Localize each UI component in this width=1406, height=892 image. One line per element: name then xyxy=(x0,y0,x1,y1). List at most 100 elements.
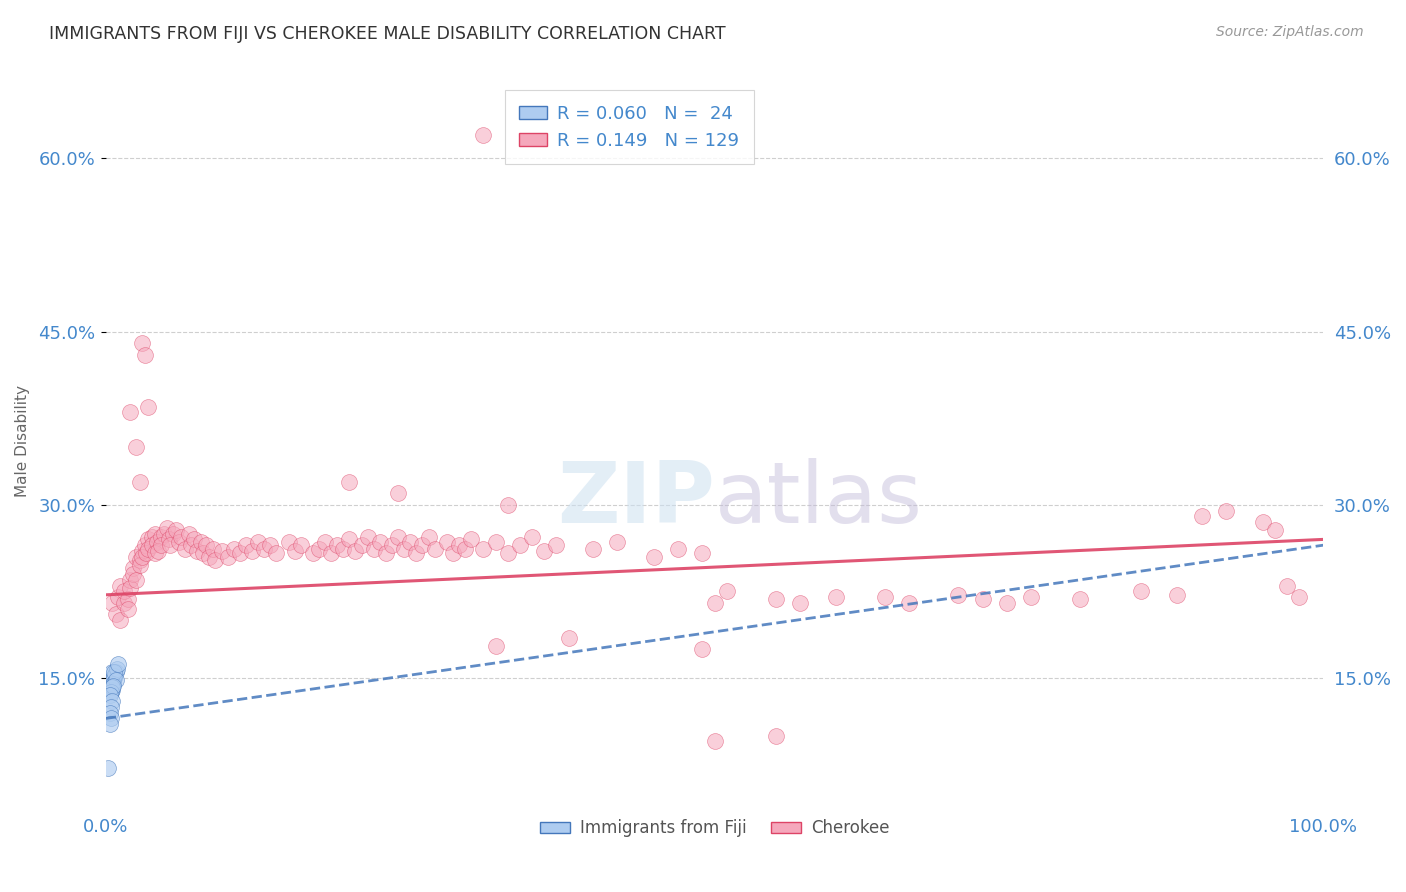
Point xyxy=(149,538,172,552)
Point xyxy=(332,541,354,556)
Point xyxy=(1166,588,1188,602)
Point xyxy=(472,541,495,556)
Point xyxy=(98,688,121,702)
Point xyxy=(104,665,127,680)
Point xyxy=(266,546,288,560)
Point xyxy=(138,400,160,414)
Point xyxy=(159,538,181,552)
Point xyxy=(222,541,245,556)
Point xyxy=(100,679,122,693)
Point xyxy=(193,546,215,560)
Point xyxy=(1191,509,1213,524)
Point xyxy=(235,538,257,552)
Point xyxy=(825,590,848,604)
Point xyxy=(183,533,205,547)
Point xyxy=(344,544,367,558)
Point xyxy=(1288,590,1310,604)
Point xyxy=(356,530,378,544)
Point xyxy=(496,546,519,560)
Point xyxy=(392,541,415,556)
Point xyxy=(101,680,124,694)
Point xyxy=(253,541,276,556)
Point xyxy=(202,541,225,556)
Point xyxy=(101,677,124,691)
Point xyxy=(460,533,482,547)
Point xyxy=(134,538,156,552)
Point xyxy=(284,544,307,558)
Point xyxy=(374,546,396,560)
Point xyxy=(972,592,994,607)
Text: ZIP: ZIP xyxy=(557,458,714,541)
Text: IMMIGRANTS FROM FIJI VS CHEROKEE MALE DISABILITY CORRELATION CHART: IMMIGRANTS FROM FIJI VS CHEROKEE MALE DI… xyxy=(49,25,725,43)
Point xyxy=(141,538,163,552)
Point xyxy=(170,530,193,544)
Point xyxy=(496,498,519,512)
Point xyxy=(247,534,270,549)
Point xyxy=(98,706,121,720)
Point xyxy=(100,699,122,714)
Point xyxy=(131,336,153,351)
Point xyxy=(174,541,197,556)
Point xyxy=(138,533,160,547)
Point xyxy=(484,639,506,653)
Point xyxy=(703,596,725,610)
Point xyxy=(166,523,188,537)
Point xyxy=(120,573,142,587)
Point xyxy=(484,534,506,549)
Point xyxy=(326,538,349,552)
Point xyxy=(259,538,281,552)
Point xyxy=(120,581,142,595)
Point xyxy=(146,534,169,549)
Point xyxy=(100,711,122,725)
Point xyxy=(153,526,176,541)
Point xyxy=(1264,523,1286,537)
Point xyxy=(143,546,166,560)
Point xyxy=(117,601,139,615)
Point xyxy=(321,546,343,560)
Point xyxy=(302,546,325,560)
Point xyxy=(131,544,153,558)
Point xyxy=(141,530,163,544)
Point xyxy=(308,541,330,556)
Point xyxy=(190,534,212,549)
Point xyxy=(692,546,714,560)
Point xyxy=(405,546,427,560)
Point xyxy=(211,544,233,558)
Point xyxy=(350,538,373,552)
Point xyxy=(1275,578,1298,592)
Point xyxy=(149,530,172,544)
Point xyxy=(103,665,125,680)
Point xyxy=(1251,515,1274,529)
Point xyxy=(472,128,495,143)
Point xyxy=(441,546,464,560)
Point xyxy=(162,526,184,541)
Point xyxy=(229,546,252,560)
Point xyxy=(411,538,433,552)
Point xyxy=(606,534,628,549)
Text: atlas: atlas xyxy=(714,458,922,541)
Point xyxy=(112,596,135,610)
Point xyxy=(1019,590,1042,604)
Point xyxy=(194,538,217,552)
Point xyxy=(447,538,470,552)
Point xyxy=(1129,584,1152,599)
Point xyxy=(101,682,124,697)
Point xyxy=(509,538,531,552)
Point xyxy=(120,405,142,419)
Point xyxy=(765,729,787,743)
Point xyxy=(103,668,125,682)
Point xyxy=(110,613,132,627)
Point xyxy=(101,679,124,693)
Point xyxy=(692,642,714,657)
Point xyxy=(898,596,921,610)
Point xyxy=(129,475,152,489)
Point xyxy=(105,662,128,676)
Y-axis label: Male Disability: Male Disability xyxy=(15,385,30,497)
Point xyxy=(946,588,969,602)
Point xyxy=(454,541,477,556)
Point xyxy=(101,665,124,680)
Point xyxy=(101,673,124,688)
Point xyxy=(104,673,127,688)
Point xyxy=(180,538,202,552)
Point xyxy=(103,671,125,685)
